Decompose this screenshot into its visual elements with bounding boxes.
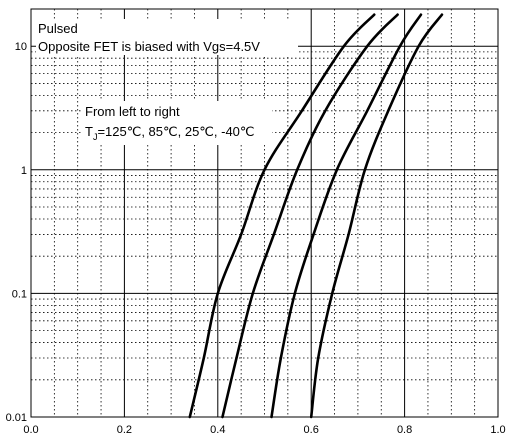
annotation-temperature-background <box>82 101 272 145</box>
x-tick-label: 0.4 <box>210 424 225 436</box>
annotation-temperature: From left to right TJ=125℃, 85℃, 25℃, -4… <box>82 101 272 145</box>
annotation-pulsed: Pulsed <box>38 21 78 36</box>
y-tick-label: 10 <box>15 41 27 53</box>
y-tick-label: 0.01 <box>6 412 27 424</box>
series-group <box>188 13 444 419</box>
tick-labels: 0.0 0.2 0.4 0.6 0.8 1.0 0.01 0.1 1 10 <box>6 41 506 436</box>
series-line-4 <box>309 13 444 419</box>
x-tick-label: 0.0 <box>23 424 38 436</box>
annotation-top: Pulsed Opposite FET is biased with Vgs=4… <box>36 19 298 55</box>
x-tick-label: 0.8 <box>397 424 412 436</box>
y-tick-label: 0.1 <box>12 288 27 300</box>
x-tick-label: 1.0 <box>490 424 505 436</box>
x-tick-label: 0.2 <box>117 424 132 436</box>
temperature-label-subscript: J <box>93 132 98 142</box>
series-line-3 <box>270 13 423 419</box>
annotation-temperature-list: TJ=125℃, 85℃, 25℃, -40℃ <box>85 124 255 142</box>
series-line-1 <box>188 13 376 419</box>
temperature-label-t: T <box>85 124 93 139</box>
x-tick-label: 0.6 <box>304 424 319 436</box>
annotation-top-background <box>36 19 298 55</box>
plot-frame <box>30 8 499 418</box>
series-line-2 <box>221 13 399 419</box>
temperature-label-values: =125℃, 85℃, 25℃, -40℃ <box>97 124 254 139</box>
annotation-order-note: From left to right <box>85 104 180 119</box>
y-tick-label: 1 <box>21 165 27 177</box>
annotation-bias-condition: Opposite FET is biased with Vgs=4.5V <box>38 39 260 54</box>
